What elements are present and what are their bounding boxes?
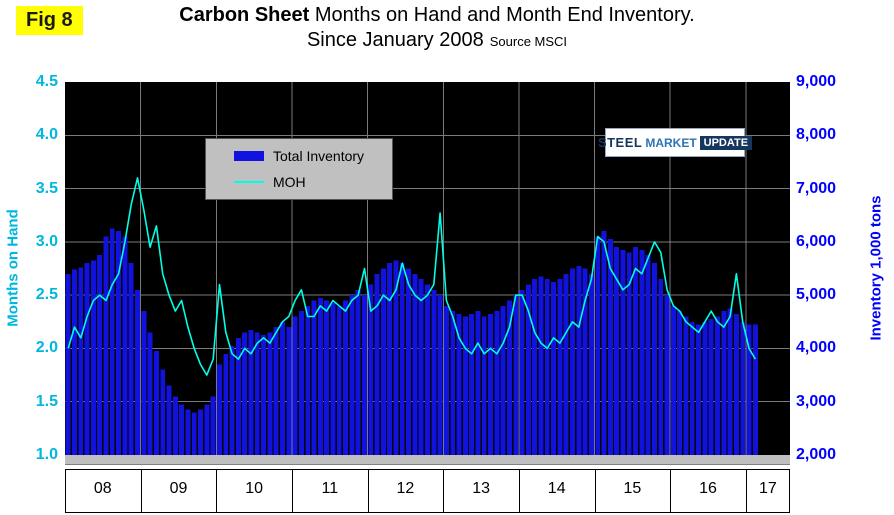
right-axis-tick: 4,000 [796, 339, 837, 356]
chart-canvas [65, 82, 790, 455]
year-separator [670, 470, 672, 512]
year-separator [216, 470, 218, 512]
chart-title-line2: Since January 2008 Source MSCI [60, 29, 814, 52]
year-label: 14 [547, 480, 566, 497]
year-separator [65, 470, 66, 512]
steel-market-update-logo: STEEL MARKET UPDATE [598, 128, 753, 157]
left-axis-tick: 2.0 [35, 339, 58, 356]
logo-market-text: MARKET [645, 135, 697, 150]
year-separator [594, 470, 596, 512]
figure-number: Fig 8 [16, 6, 83, 35]
right-axis-tick: 6,000 [796, 233, 837, 250]
moh-line [67, 177, 756, 376]
chart-subtitle: Since January 2008 [306, 29, 484, 51]
legend-item-inventory: Total Inventory [234, 148, 392, 164]
right-axis-tick: 8,000 [796, 126, 837, 143]
year-label: 09 [169, 480, 188, 497]
year-label: 17 [758, 480, 777, 497]
year-separator [789, 470, 790, 512]
x-axis-band: 08 09 10 11 12 13 14 15 16 17 [65, 469, 790, 513]
year-separator [140, 470, 142, 512]
chart-title: Carbon Sheet Months on Hand and Month En… [60, 4, 814, 52]
right-axis-tick: 3,000 [796, 393, 837, 410]
right-axis-tick: 9,000 [796, 73, 837, 90]
year-separator [292, 470, 293, 512]
year-label: 08 [93, 480, 112, 497]
left-axis-tick: 3.0 [35, 233, 58, 250]
legend-item-moh: MOH [234, 174, 392, 190]
year-label: 12 [396, 480, 415, 497]
year-separator [518, 470, 520, 512]
left-axis-tick: 3.5 [35, 180, 58, 197]
legend: Total Inventory MOH [205, 138, 393, 200]
year-label: 15 [623, 480, 642, 497]
year-label: 13 [472, 480, 490, 497]
year-separator [745, 470, 747, 512]
chart-title-bold: Carbon Sheet [179, 4, 310, 26]
left-axis-tick: 4.0 [35, 126, 58, 143]
right-axis-title: Inventory 1,000 tons [867, 195, 885, 341]
moh-swatch-icon [234, 180, 264, 183]
year-separator [443, 470, 445, 512]
plot-floor [65, 455, 790, 465]
year-label: 16 [699, 480, 717, 497]
right-axis-tick: 5,000 [796, 286, 837, 303]
left-axis-title: Months on Hand [4, 209, 22, 327]
plot-area: Total Inventory MOH STEEL MARKET UPDATE [65, 82, 790, 455]
inventory-bars [65, 228, 758, 455]
left-axis-tick: 4.5 [35, 73, 58, 90]
chart-title-line1: Carbon Sheet Months on Hand and Month En… [60, 4, 814, 27]
year-separator [367, 470, 369, 512]
left-axis-tick: 2.5 [35, 286, 58, 303]
inventory-swatch-icon [234, 151, 264, 162]
chart-title-rest: Months on Hand and Month End Inventory. [309, 4, 695, 26]
logo-update-text: UPDATE [699, 135, 753, 150]
legend-moh-label: MOH [273, 173, 306, 190]
logo-steel-text: STEEL [597, 135, 643, 150]
left-axis-tick: 1.0 [35, 446, 58, 463]
right-axis-tick: 2,000 [796, 446, 837, 463]
chart-source: Source MSCI [489, 34, 568, 49]
left-axis-tick: 1.5 [35, 393, 58, 410]
year-label: 10 [245, 480, 263, 497]
year-label: 11 [321, 480, 339, 497]
legend-inventory-label: Total Inventory [273, 148, 365, 165]
right-axis-tick: 7,000 [796, 180, 837, 197]
